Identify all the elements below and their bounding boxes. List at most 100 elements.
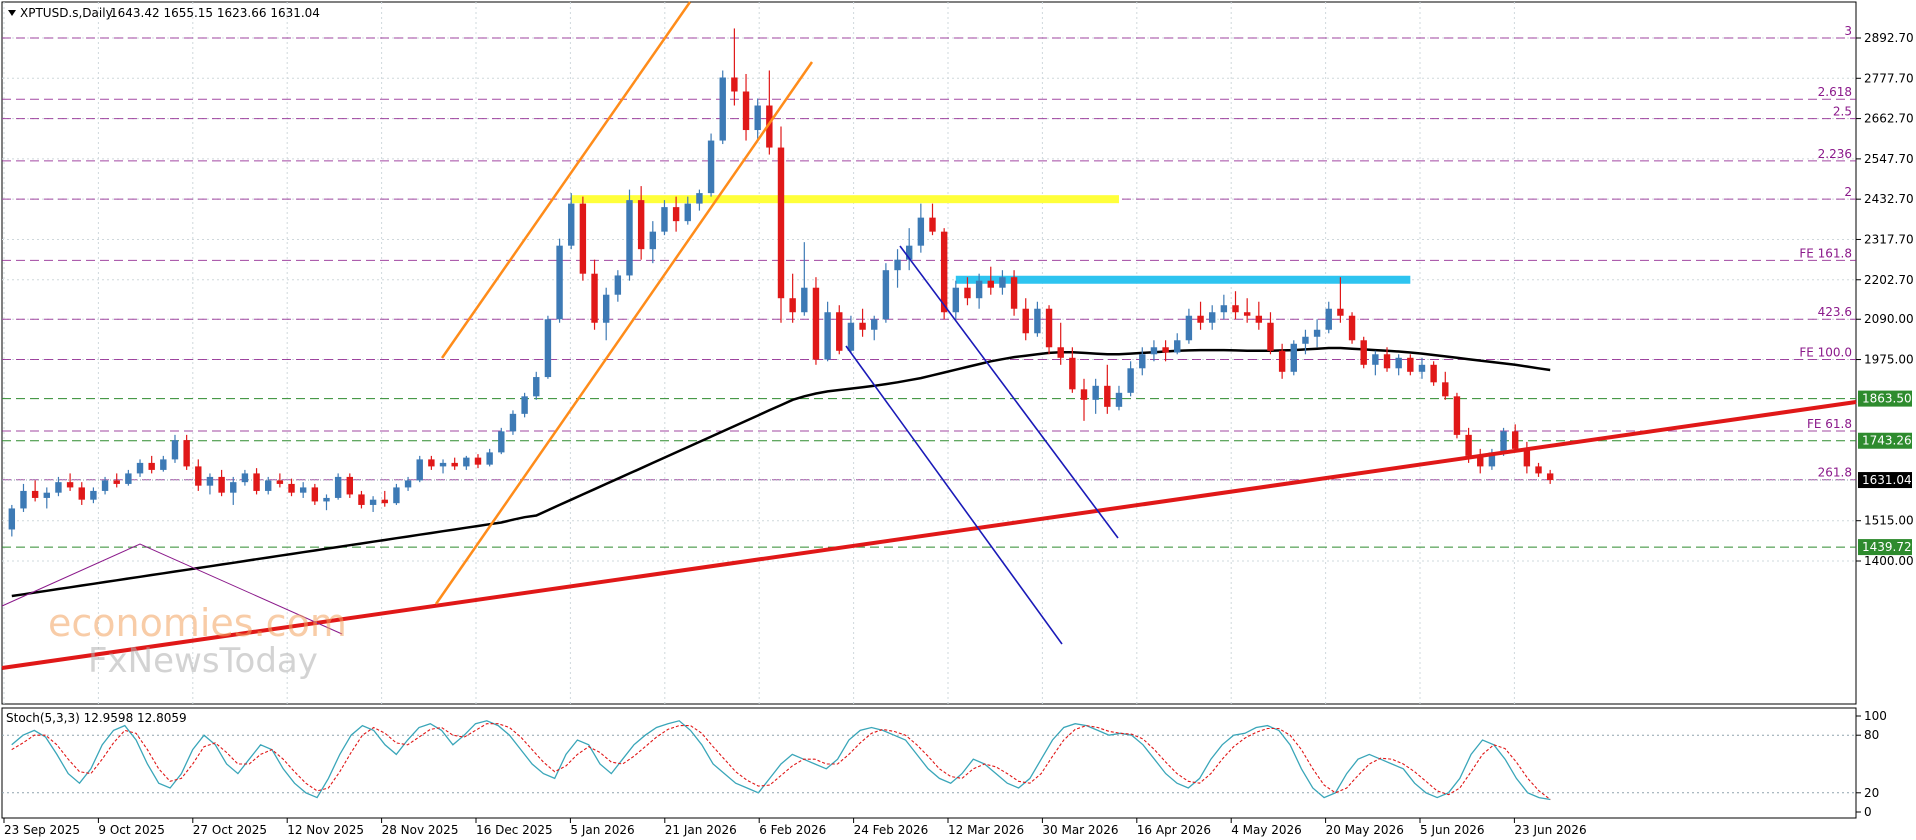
stoch-main-line [11, 720, 1551, 801]
support-label: 1439.72 [1862, 540, 1912, 554]
time-label: 16 Dec 2025 [476, 823, 553, 837]
candle-body [1267, 322, 1274, 351]
fib-label: 2.618 [1818, 85, 1852, 99]
price-tick-label: 2202.70 [1864, 273, 1914, 287]
header-ohlc: 1643.42 1655.15 1623.66 1631.04 [110, 6, 320, 20]
candle-body [824, 312, 831, 360]
candle-body [1092, 385, 1099, 400]
time-label: 21 Jan 2026 [665, 823, 737, 837]
candle-body [276, 480, 284, 484]
candle-body [101, 480, 109, 491]
time-axis: 23 Sep 2025 9 Oct 2025 27 Oct 2025 12 Nov 2… [3, 818, 1587, 837]
candle-body [346, 476, 354, 495]
candle-body [987, 280, 994, 288]
price-tick-label: 2317.70 [1864, 232, 1914, 246]
time-label: 27 Oct 2025 [193, 823, 267, 837]
candle-body [1337, 308, 1344, 316]
candle-body [894, 259, 901, 271]
candle-body [20, 490, 27, 509]
candle-body [299, 487, 307, 493]
candle-body [206, 476, 214, 486]
candle-body [1208, 312, 1216, 323]
horizontal-levels [2, 37, 1856, 548]
candle-body [1139, 354, 1146, 369]
candle-body [230, 482, 237, 493]
candle-body [859, 322, 866, 330]
candle-body [1255, 315, 1263, 323]
candle-body [451, 462, 458, 467]
candle-body [591, 273, 598, 323]
candle-body [1418, 364, 1426, 372]
time-label: 5 Jun 2026 [1420, 823, 1485, 837]
support-label-box [1858, 432, 1912, 449]
watermark-brand: economies.com [48, 601, 347, 645]
support-label-box [1858, 539, 1912, 556]
fib-label: FE 61.8 [1807, 417, 1852, 431]
blue-channel-upper [899, 245, 1119, 539]
candles [8, 28, 1554, 537]
current-price-box [1858, 472, 1912, 489]
candle-body [1104, 385, 1111, 407]
candle-body [871, 319, 878, 330]
price-tick-label: 2777.70 [1864, 71, 1914, 85]
candle-body [1010, 277, 1018, 309]
candle-body [1360, 340, 1367, 365]
candle-body [31, 490, 39, 498]
candle-body [253, 473, 260, 491]
candle-body [1546, 473, 1554, 481]
candle-body [358, 494, 365, 505]
fib-label: 423.6 [1818, 305, 1852, 319]
candle-body [1407, 357, 1414, 372]
time-label: 23 Sep 2025 [4, 823, 80, 837]
candle-body [905, 245, 913, 260]
candle-body [964, 287, 971, 299]
stoch-tick-label: 100 [1864, 709, 1887, 723]
candle-body [929, 217, 936, 232]
price-tick-label: 2547.70 [1864, 152, 1914, 166]
candle-body [393, 487, 400, 504]
candle-body [323, 497, 330, 502]
candle-body [731, 77, 738, 92]
candle-body [1348, 315, 1356, 341]
candle-body [812, 287, 820, 360]
fib-label: 2 [1844, 185, 1852, 199]
candle-body [719, 77, 726, 141]
candle-body [1278, 350, 1286, 372]
candle-body [148, 462, 155, 470]
candle-body [43, 492, 50, 498]
candle-body [1372, 354, 1379, 365]
candle-body [439, 462, 447, 467]
time-label: 5 Jan 2026 [570, 823, 634, 837]
candle-body [8, 508, 16, 530]
candle-body [498, 431, 505, 453]
candle-body [486, 452, 493, 465]
candle-body [637, 200, 645, 250]
candle-body [1535, 466, 1542, 474]
candle-body [1220, 305, 1228, 313]
candle-body [777, 147, 785, 299]
price-label-boxes: 1863.50 1743.26 1439.72 1631.04 [1858, 390, 1912, 556]
fib-labels: 3 2.618 2.5 2.236 2 FE 161.8 423.6 FE 100.0 FE 6… [1799, 24, 1852, 480]
header-triangle-icon[interactable] [8, 10, 16, 16]
fib-label: 2.236 [1818, 147, 1852, 161]
candle-body [218, 476, 225, 493]
candle-body [334, 476, 342, 498]
candle-body [1313, 329, 1321, 337]
candle-body [1290, 343, 1297, 372]
candle-body [288, 483, 295, 493]
time-label: 12 Mar 2026 [948, 823, 1024, 837]
time-label: 28 Nov 2025 [382, 823, 459, 837]
watermark-brand2: FxNewsToday [88, 641, 318, 681]
candle-body [509, 413, 517, 432]
support-label: 1743.26 [1862, 434, 1912, 448]
candle-body [1232, 305, 1239, 313]
candle-body [195, 466, 202, 486]
candle-body [1325, 308, 1332, 330]
stoch-tick-label: 0 [1864, 805, 1872, 819]
candle-body [847, 322, 855, 351]
candle-body [1500, 431, 1507, 453]
time-label: 24 Feb 2026 [854, 823, 929, 837]
candle-body [1442, 382, 1449, 397]
candle-body [369, 499, 377, 505]
